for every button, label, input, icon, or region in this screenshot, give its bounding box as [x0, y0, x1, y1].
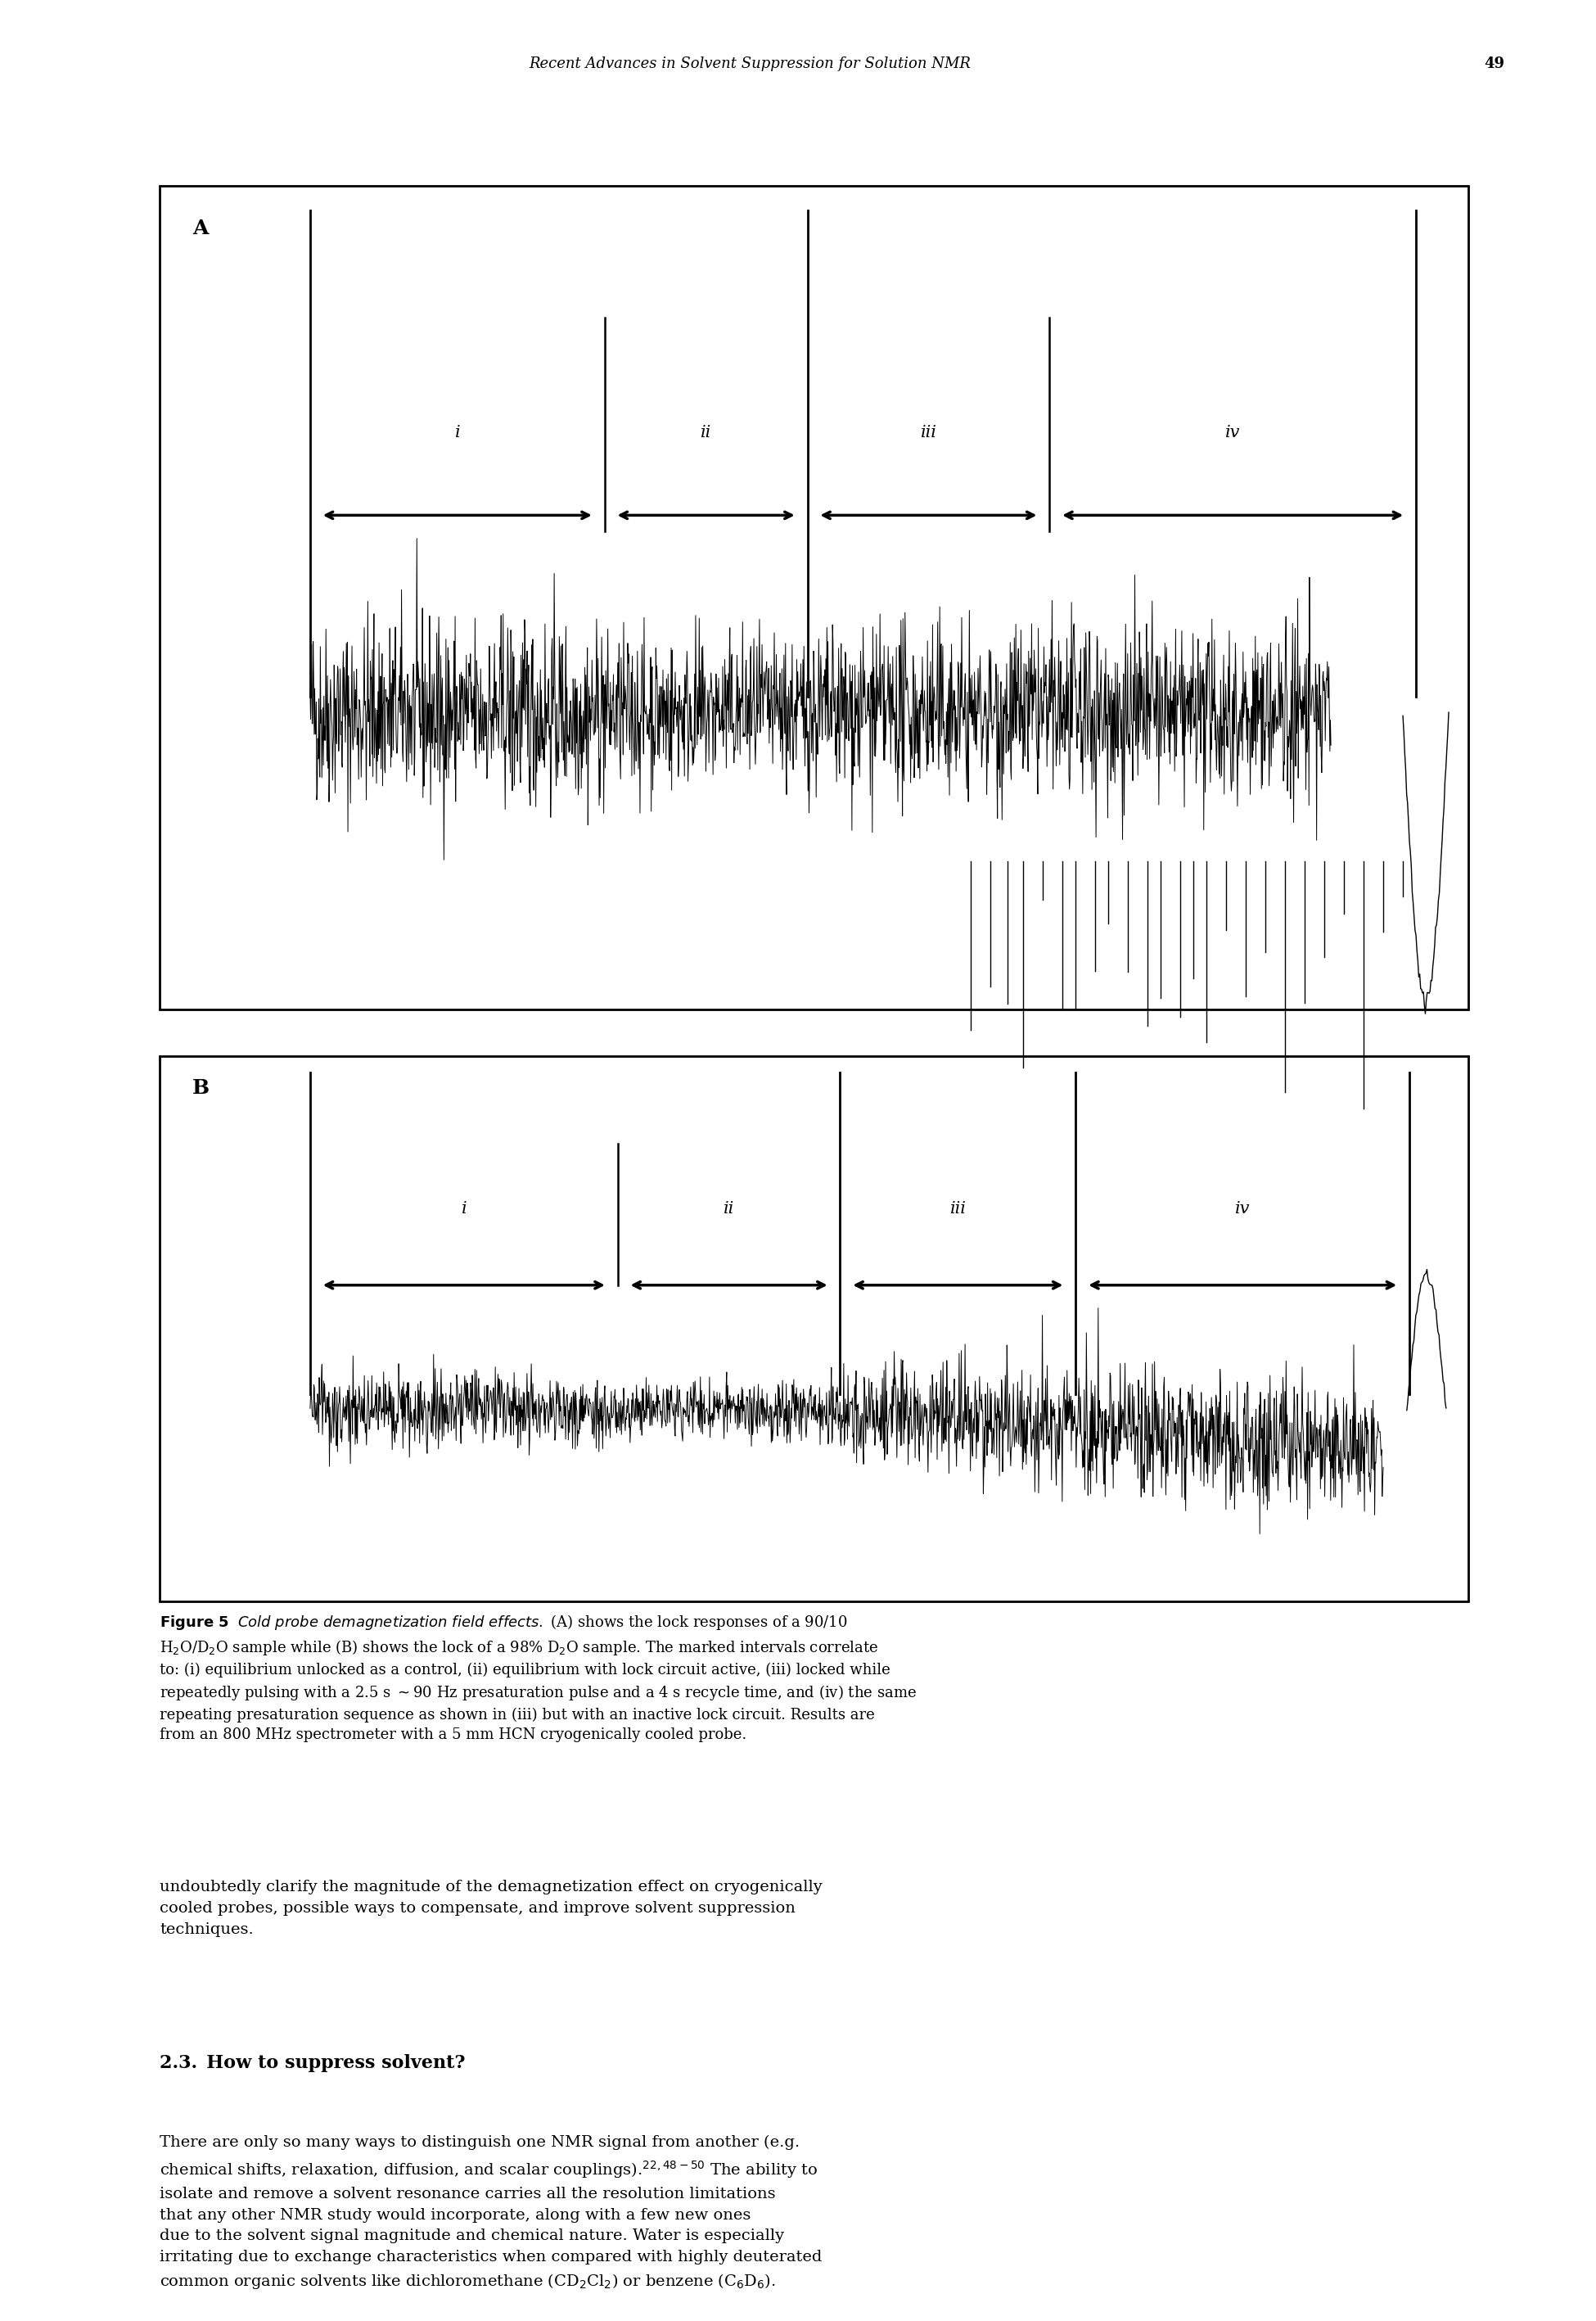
Text: 2.3. How to suppress solvent?: 2.3. How to suppress solvent?	[160, 2054, 466, 2073]
Text: i: i	[455, 425, 460, 441]
Text: 49: 49	[1484, 56, 1505, 72]
Text: A: A	[192, 218, 207, 239]
Text: ii: ii	[723, 1200, 734, 1216]
Text: ii: ii	[701, 425, 712, 441]
Text: There are only so many ways to distinguish one NMR signal from another (e.g.
che: There are only so many ways to distingui…	[160, 2135, 822, 2291]
Text: iii: iii	[921, 425, 937, 441]
Text: iv: iv	[1235, 1200, 1250, 1216]
Text: B: B	[192, 1077, 209, 1098]
Text: Recent Advances in Solvent Suppression for Solution NMR: Recent Advances in Solvent Suppression f…	[530, 56, 970, 72]
Text: undoubtedly clarify the magnitude of the demagnetization effect on cryogenically: undoubtedly clarify the magnitude of the…	[160, 1880, 822, 1936]
Text: iv: iv	[1226, 425, 1240, 441]
Text: iii: iii	[950, 1200, 966, 1216]
Text: $\mathbf{Figure\ 5}$  $\it{Cold\ probe\ demagnetization\ field\ effects.}$ (A) s: $\mathbf{Figure\ 5}$ $\it{Cold\ probe\ d…	[160, 1613, 916, 1743]
Text: i: i	[461, 1200, 466, 1216]
